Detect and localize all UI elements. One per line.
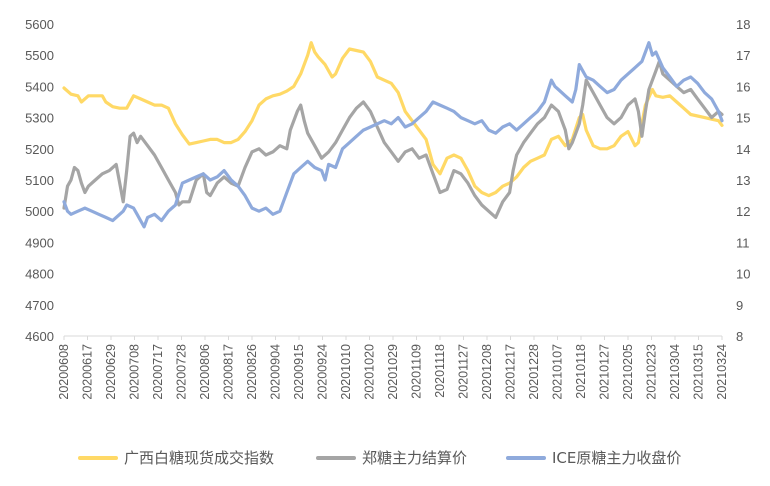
x-tick-label: 20200708 — [128, 344, 142, 400]
x-tick-label: 20200826 — [245, 344, 259, 400]
right-y-tick-label: 13 — [736, 173, 750, 188]
x-tick-label: 20201118 — [433, 344, 447, 398]
left-y-tick-label: 5100 — [25, 173, 54, 188]
right-y-tick-label: 11 — [736, 235, 750, 250]
right-y-tick-label: 18 — [736, 17, 750, 32]
x-tick-label: 20200717 — [151, 344, 165, 400]
left-y-tick-label: 5500 — [25, 48, 54, 63]
legend: 广西白糖现货成交指数 郑糖主力结算价 ICE原糖主力收盘价 — [78, 449, 681, 467]
left-y-tick-label: 4700 — [25, 298, 54, 313]
right-y-tick-label: 8 — [736, 329, 743, 344]
left-y-tick-label: 4900 — [25, 235, 54, 250]
left-y-tick-label: 4600 — [25, 329, 54, 344]
x-tick-label: 20200817 — [222, 344, 236, 400]
left-y-tick-label: 5200 — [25, 142, 54, 157]
right-y-tick-label: 9 — [736, 298, 743, 313]
x-tick-label: 20200629 — [104, 344, 118, 400]
legend-label-3: ICE原糖主力收盘价 — [552, 449, 681, 467]
series-layer — [62, 41, 724, 229]
x-tick-label: 20200924 — [316, 344, 330, 400]
x-tick-label: 20210223 — [645, 344, 659, 400]
right-y-tick-label: 17 — [736, 48, 750, 63]
legend-label-1: 广西白糖现货成交指数 — [124, 449, 274, 467]
left-y-tick-label: 4800 — [25, 267, 54, 282]
x-tick-label: 20200617 — [81, 344, 95, 400]
legend-label-2: 郑糖主力结算价 — [362, 449, 467, 467]
series-line-1 — [62, 41, 724, 198]
x-tick-label: 20210118 — [574, 344, 588, 399]
x-tick-label: 20200915 — [292, 344, 306, 400]
x-tick-label: 20210304 — [668, 344, 682, 400]
x-tick-label: 20201217 — [504, 344, 518, 400]
x-tick-label: 20200806 — [198, 344, 212, 400]
axes-layer: 4600 4700 4800 4900 5000 5100 5200 5300 5400 5500… — [25, 17, 750, 400]
x-tick-label: 20201109 — [410, 344, 424, 399]
right-y-tick-label: 12 — [736, 204, 750, 219]
right-y-tick-label: 10 — [736, 267, 750, 282]
x-tick-label: 20201228 — [527, 344, 541, 400]
right-y-tick-label: 14 — [736, 142, 750, 157]
x-tick-label: 20210324 — [715, 344, 729, 400]
x-tick-label: 20201020 — [363, 344, 377, 400]
right-y-tick-label: 15 — [736, 111, 750, 126]
left-y-tick-label: 5400 — [25, 79, 54, 94]
x-tick-label: 20200904 — [269, 344, 283, 400]
x-tick-label: 20201127 — [457, 344, 471, 399]
series-line-2 — [62, 59, 724, 219]
left-y-tick-label: 5300 — [25, 111, 54, 126]
x-tick-label: 20210107 — [551, 344, 565, 400]
x-tick-label: 20200608 — [57, 344, 71, 400]
left-y-tick-label: 5600 — [25, 17, 54, 32]
x-tick-label: 20210127 — [598, 344, 612, 400]
x-tick-label: 20210205 — [621, 344, 635, 400]
left-y-tick-label: 5000 — [25, 204, 54, 219]
x-tick-label: 20201010 — [339, 344, 353, 400]
right-y-tick-label: 16 — [736, 79, 750, 94]
x-tick-label: 20201208 — [480, 344, 494, 400]
x-tick-label: 20200728 — [175, 344, 189, 400]
series-line-3 — [62, 41, 724, 229]
x-tick-label: 20210315 — [692, 344, 706, 400]
x-tick-label: 20201029 — [386, 344, 400, 400]
